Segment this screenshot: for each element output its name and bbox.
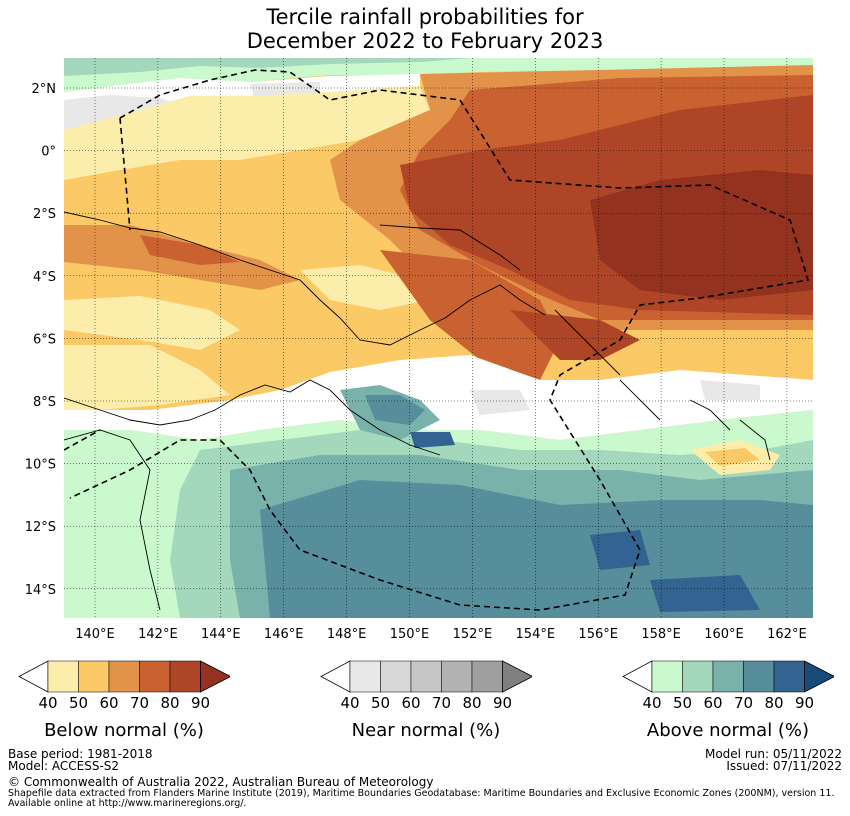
legend-tick-label: 50 xyxy=(672,694,693,712)
legend-tick-label: 60 xyxy=(99,694,119,712)
latitude-labels: 2°N 0° 2°S 4°S 6°S 8°S 10°S 12°S 14°S xyxy=(25,82,56,598)
legend-min-extend xyxy=(18,660,49,693)
legend-swatch xyxy=(441,660,473,693)
legend-swatch xyxy=(743,660,775,693)
model-name: Model: ACCESS-S2 xyxy=(8,759,120,773)
longitude-label: 162°E xyxy=(767,627,807,642)
latitude-label: 10°S xyxy=(25,458,56,473)
latitude-label: 2°S xyxy=(33,207,56,222)
latitude-label: 2°N xyxy=(32,82,57,97)
longitude-label: 146°E xyxy=(264,627,304,642)
longitude-label: 156°E xyxy=(578,627,618,642)
latitude-label: 12°S xyxy=(25,520,56,535)
legend-swatch xyxy=(78,660,110,693)
legend-swatch xyxy=(47,660,79,693)
legend-tick-label: 70 xyxy=(431,694,452,712)
source-line2: Available online at http://www.marinereg… xyxy=(8,798,247,809)
legend-colorbar xyxy=(18,660,230,693)
legend-tick-label: 80 xyxy=(462,694,482,712)
legend-tick-label: 60 xyxy=(401,694,421,712)
longitude-label: 152°E xyxy=(453,627,493,642)
latitude-label: 0° xyxy=(41,145,56,160)
longitude-label: 160°E xyxy=(704,627,744,642)
legend-title: Above normal (%) xyxy=(646,720,810,741)
longitude-label: 150°E xyxy=(390,627,430,642)
latitude-label: 14°S xyxy=(25,583,56,598)
legend-tick-label: 90 xyxy=(190,694,211,712)
issued-date: Issued: 07/11/2022 xyxy=(726,759,842,773)
legend-min-extend xyxy=(622,660,653,693)
map-title-line2: December 2022 to February 2023 xyxy=(246,29,604,53)
legend-tick-label: 70 xyxy=(733,694,754,712)
legend-max-extend xyxy=(804,660,834,693)
legend-tick-label: 80 xyxy=(764,694,784,712)
legend-colorbar xyxy=(622,660,834,693)
legend-3: 40 50 60 70 80 90 Above normal (%) xyxy=(622,660,834,750)
longitude-label: 148°E xyxy=(327,627,367,642)
latitude-label: 6°S xyxy=(33,332,56,347)
legend-swatch xyxy=(651,660,683,693)
source-line1: Shapefile data extracted from Flanders M… xyxy=(8,788,835,799)
legend-swatch xyxy=(380,660,412,693)
legend-tick-label: 80 xyxy=(160,694,180,712)
legend-max-extend xyxy=(502,660,532,693)
base-period: Base period: 1981-2018 xyxy=(8,747,153,761)
longitude-label: 144°E xyxy=(201,627,241,642)
longitude-label: 140°E xyxy=(75,627,115,642)
longitude-label: 154°E xyxy=(516,627,556,642)
legend-tick-label: 40 xyxy=(340,694,360,712)
legend-swatch xyxy=(139,660,171,693)
legend-swatch xyxy=(410,660,442,693)
latitude-label: 8°S xyxy=(33,395,56,410)
legend-max-extend xyxy=(200,660,230,693)
probability-map: 2°N 0° 2°S 4°S 6°S 8°S 10°S 12°S 14°S 140°E 142°E… xyxy=(25,58,813,642)
map-title-line1: Tercile rainfall probabilities for xyxy=(266,5,584,29)
copyright: © Commonwealth of Australia 2022, Austra… xyxy=(8,775,434,789)
legend-tick-label: 90 xyxy=(492,694,513,712)
legend-title: Below normal (%) xyxy=(44,720,204,741)
legend-1: 40 50 60 70 80 90 Below normal (%) xyxy=(18,660,230,750)
longitude-labels: 140°E 142°E 144°E 146°E 148°E 150°E 152°E 154°E… xyxy=(75,627,806,642)
legend-swatch xyxy=(169,660,201,693)
legend-tick-label: 90 xyxy=(794,694,815,712)
legend-tick-label: 70 xyxy=(129,694,150,712)
legend-swatch xyxy=(682,660,714,693)
legend-tick-label: 50 xyxy=(370,694,391,712)
legend-2: 40 50 60 70 80 90 Near normal (%) xyxy=(320,660,532,750)
longitude-label: 158°E xyxy=(641,627,681,642)
legend-swatch xyxy=(471,660,503,693)
legend-colorbar xyxy=(320,660,532,693)
latitude-label: 4°S xyxy=(33,270,56,285)
graticule xyxy=(64,58,813,618)
legend-swatch xyxy=(108,660,140,693)
legend-swatch xyxy=(773,660,805,693)
legend-tick-label: 50 xyxy=(68,694,89,712)
legend-tick-label: 40 xyxy=(38,694,58,712)
model-run: Model run: 05/11/2022 xyxy=(704,747,842,761)
legend-min-extend xyxy=(320,660,351,693)
legend-tick-label: 60 xyxy=(703,694,723,712)
legend-tick-label: 40 xyxy=(642,694,662,712)
legend-swatch xyxy=(712,660,744,693)
legend-swatch xyxy=(349,660,381,693)
longitude-label: 142°E xyxy=(138,627,178,642)
legend-title: Near normal (%) xyxy=(351,720,501,741)
eez-boundary xyxy=(64,69,810,611)
